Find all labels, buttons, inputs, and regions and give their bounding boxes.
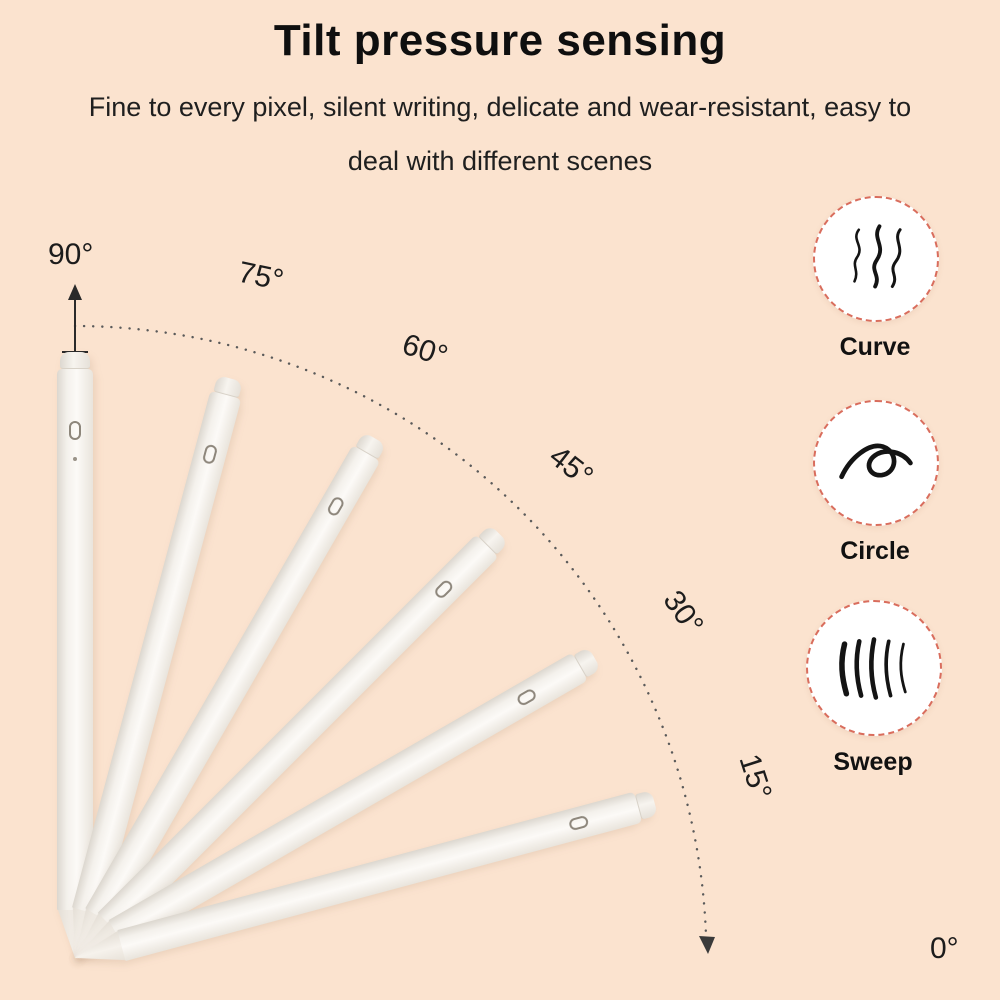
pen-body bbox=[57, 369, 93, 910]
badge-circle-label: Circle bbox=[840, 537, 910, 565]
pen-cap bbox=[60, 352, 90, 369]
circle-scribble-icon bbox=[839, 443, 913, 480]
pen-charge-port-icon bbox=[69, 421, 81, 440]
subtitle-line-1: Fine to every pixel, silent writing, del… bbox=[88, 92, 912, 122]
up-arrow-head-icon bbox=[68, 284, 82, 300]
page-title: Tilt pressure sensing bbox=[273, 16, 727, 65]
pen-led-icon bbox=[73, 457, 77, 461]
subtitle-line-2: deal with different scenes bbox=[347, 146, 653, 176]
pen-charge-port-icon bbox=[325, 495, 346, 518]
arc-end-arrow-icon bbox=[699, 936, 715, 954]
pen-charge-port-icon bbox=[432, 578, 455, 601]
pen-charge-port-icon bbox=[515, 687, 538, 708]
sweep-strokes-icon bbox=[839, 637, 907, 700]
angle-label-0: 0° bbox=[930, 932, 959, 965]
angle-label-90: 90° bbox=[48, 238, 94, 271]
badge-curve-label: Curve bbox=[839, 333, 911, 361]
badge-sweep bbox=[806, 600, 942, 736]
badge-curve bbox=[813, 196, 939, 322]
pen-charge-port-icon bbox=[201, 443, 219, 465]
badge-sweep-label: Sweep bbox=[833, 748, 913, 776]
curve-strokes-icon bbox=[853, 224, 902, 289]
badge-circle bbox=[813, 400, 939, 526]
pen-charge-port-icon bbox=[568, 814, 590, 832]
